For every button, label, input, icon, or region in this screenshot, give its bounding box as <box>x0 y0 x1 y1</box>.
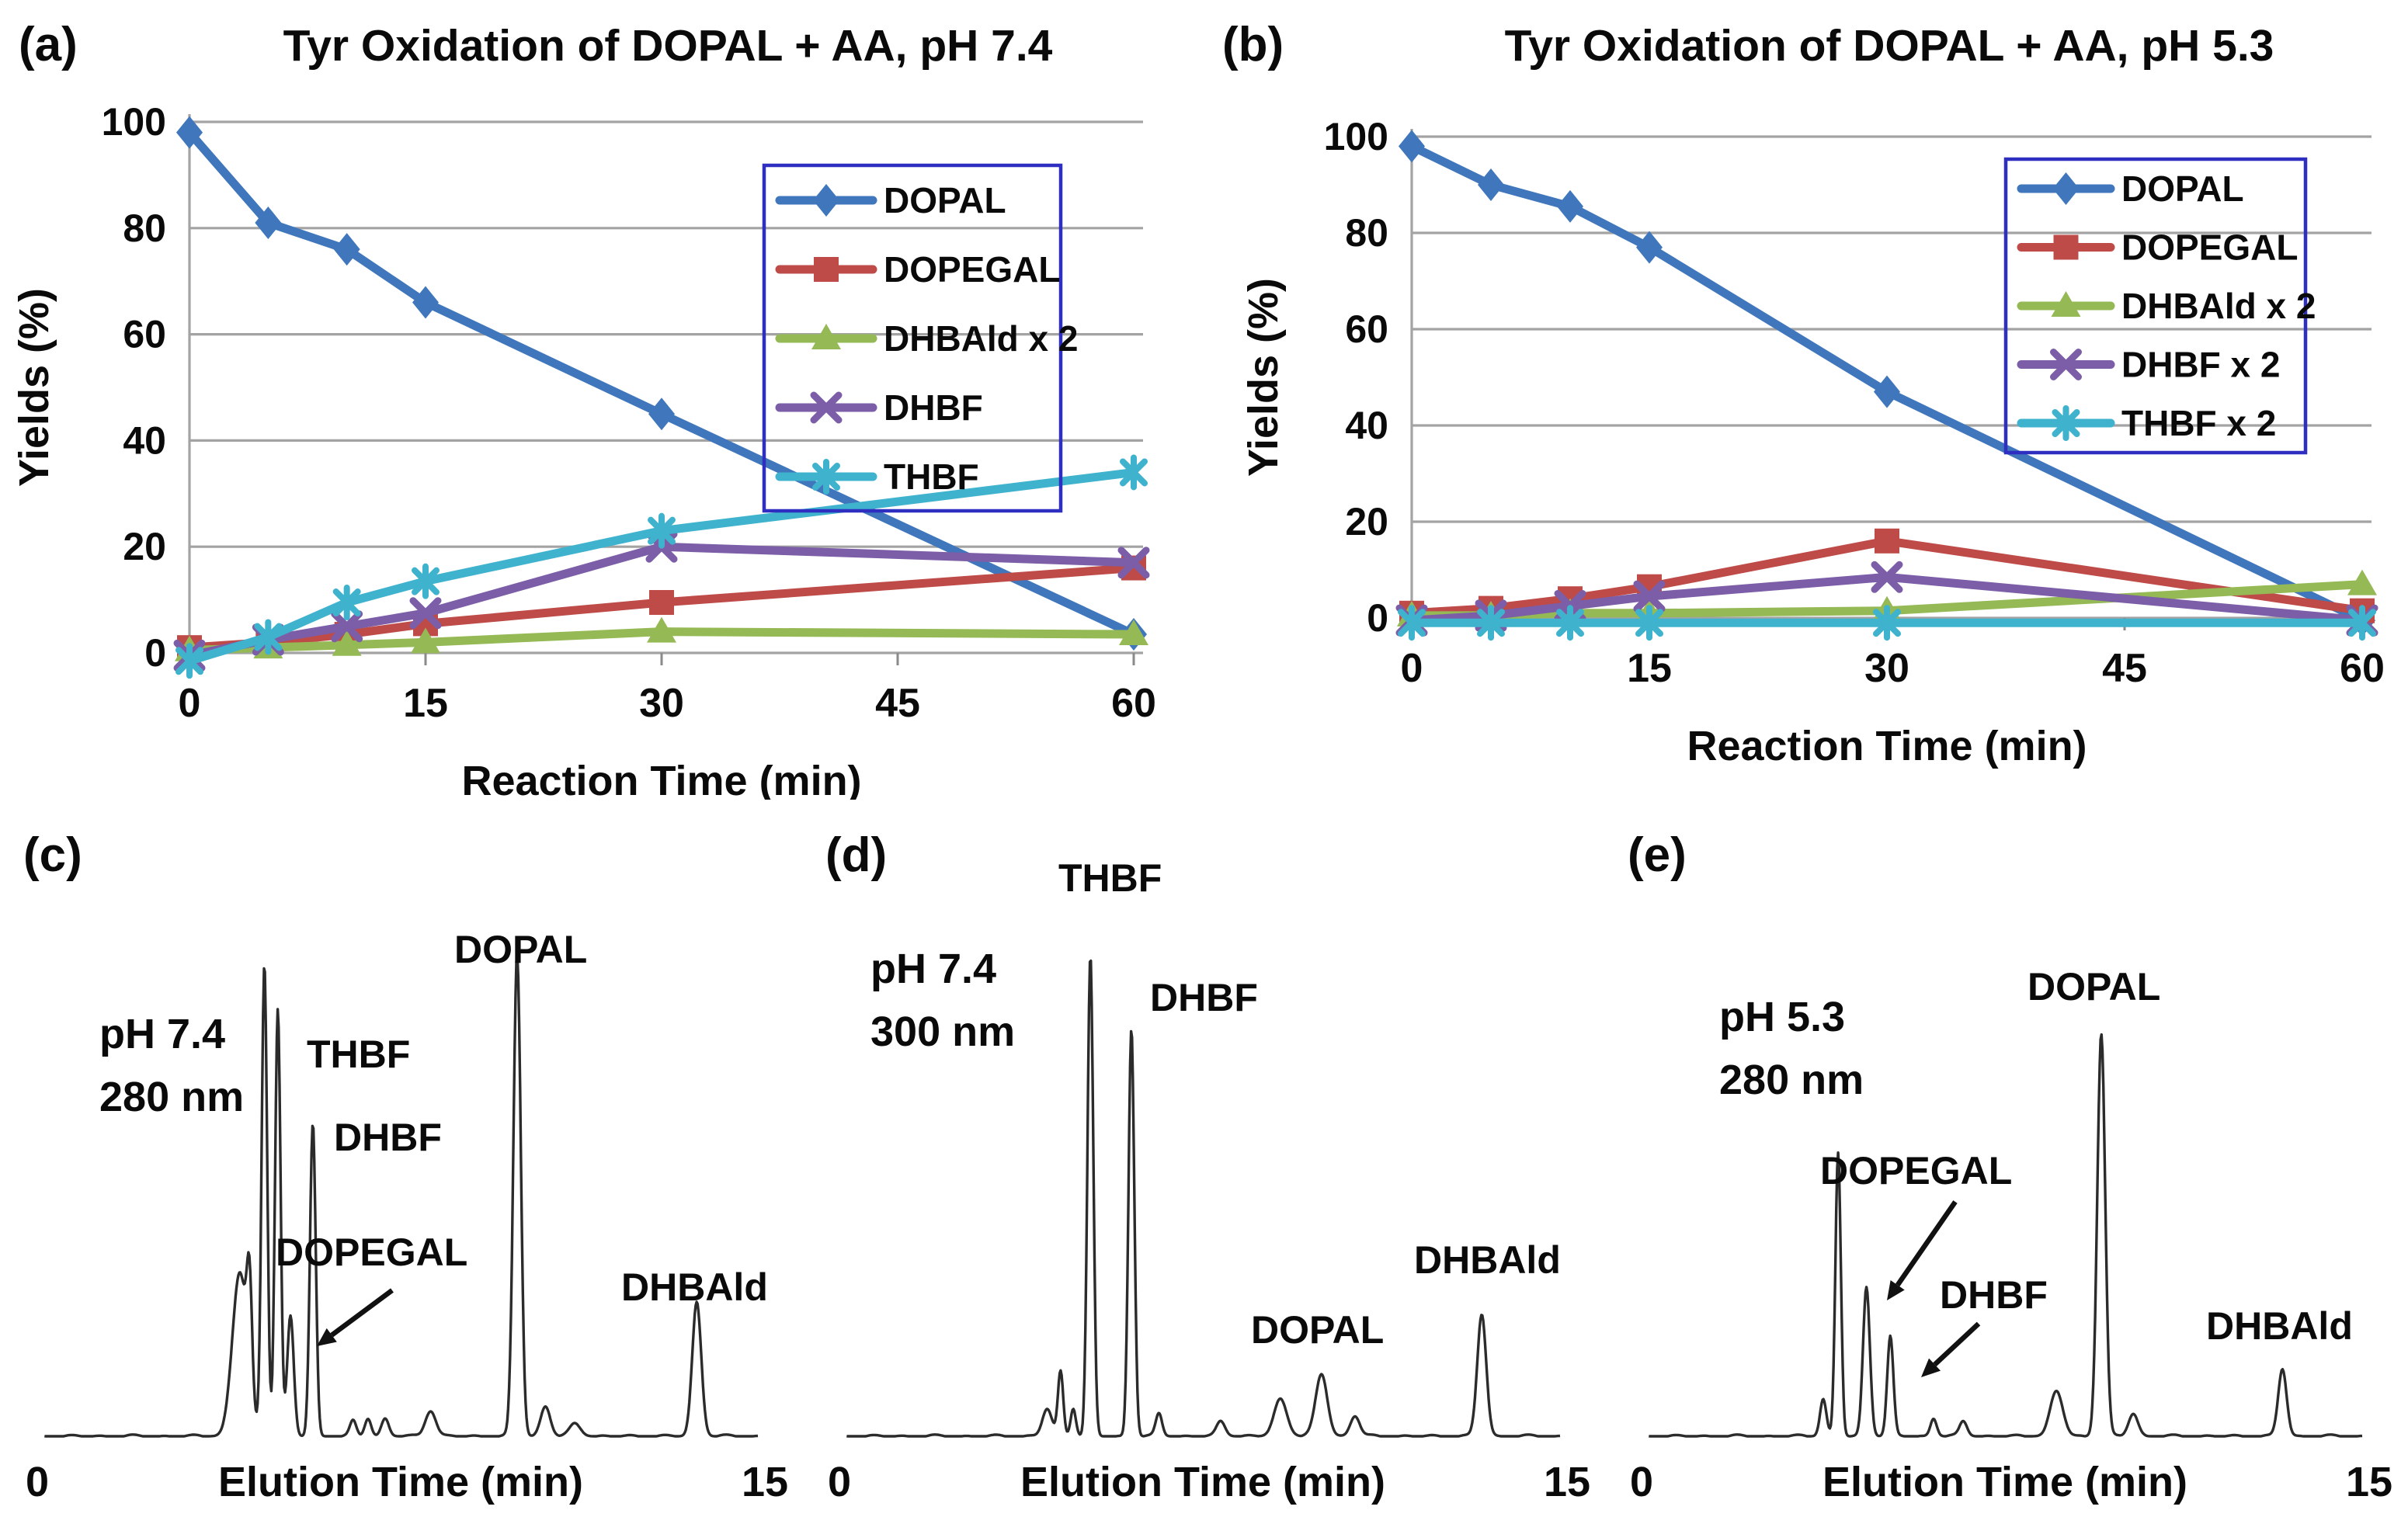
panel-label-a: (a) <box>19 18 78 71</box>
svg-text:15: 15 <box>1544 1459 1590 1505</box>
chromatogram-d: THBF DHBF DOPAL DHBAld 0 Elution Time (min) 15 <box>828 856 1590 1505</box>
chromatogram-c: THBF DHBF DOPEGAL DOPAL DHBAld 0 Elution Time … <box>26 928 788 1505</box>
chromatogram-e: DOPEGAL DHBF DOPAL DHBAld 0 Elution Time (min… <box>1630 965 2392 1505</box>
bottom-row: (c) pH 7.4 280 nm THBF DHBF DOPEGAL DOPAL DH… <box>0 800 2408 1517</box>
svg-text:0: 0 <box>1401 646 1423 691</box>
wavelength-value: 280 nm <box>1719 1057 1864 1103</box>
svg-text:DOPEGAL: DOPEGAL <box>2121 227 2298 268</box>
ph-value: pH 7.4 <box>99 1011 226 1057</box>
svg-text:30: 30 <box>639 681 684 726</box>
svg-text:THBF: THBF <box>1058 856 1162 900</box>
svg-text:60: 60 <box>2340 646 2385 691</box>
svg-text:DOPEGAL: DOPEGAL <box>276 1231 467 1274</box>
svg-text:Reaction Time (min): Reaction Time (min) <box>1687 723 2087 769</box>
svg-text:DHBF: DHBF <box>884 387 983 428</box>
line-chart-a: 0 20 40 60 80 100 0 15 30 45 60 Reaction Time (min)… <box>11 100 1156 800</box>
svg-text:15: 15 <box>403 681 448 726</box>
svg-text:60: 60 <box>1345 307 1388 351</box>
svg-text:THBF: THBF <box>884 456 979 497</box>
panel-c: (c) pH 7.4 280 nm THBF DHBF DOPEGAL DOPAL DH… <box>0 800 802 1517</box>
svg-text:30: 30 <box>1864 646 1909 691</box>
svg-text:0: 0 <box>144 631 166 675</box>
svg-text:40: 40 <box>1345 404 1388 447</box>
svg-text:DHBF: DHBF <box>334 1116 442 1159</box>
panel-label-c: (c) <box>23 828 82 882</box>
svg-text:DHBAld: DHBAld <box>1414 1238 1561 1282</box>
svg-text:DOPAL: DOPAL <box>884 180 1006 220</box>
svg-text:45: 45 <box>2102 646 2147 691</box>
svg-text:DOPEGAL: DOPEGAL <box>1820 1149 2012 1192</box>
svg-text:DHBAld: DHBAld <box>621 1265 768 1309</box>
condition-label-c: pH 7.4 280 nm <box>99 1003 244 1129</box>
svg-text:80: 80 <box>1345 211 1388 255</box>
line-chart-b: 0 20 40 60 80 100 0 15 30 45 60 Reaction Time (min)… <box>1240 115 2385 769</box>
svg-text:Elution Time (min): Elution Time (min) <box>218 1459 583 1505</box>
svg-text:Elution Time (min): Elution Time (min) <box>1020 1459 1385 1505</box>
ph-value: pH 5.3 <box>1719 994 1846 1040</box>
svg-text:20: 20 <box>1345 500 1388 543</box>
svg-text:Yields (%): Yields (%) <box>1240 278 1287 477</box>
svg-text:DOPAL: DOPAL <box>1251 1308 1384 1352</box>
svg-text:Yields (%): Yields (%) <box>11 288 57 487</box>
svg-text:DHBAld: DHBAld <box>2206 1304 2353 1348</box>
chart-title-b: Tyr Oxidation of DOPAL + AA, pH 5.3 <box>1504 21 2274 71</box>
wavelength-value: 280 nm <box>99 1074 245 1120</box>
top-row: (a) Tyr Oxidation of DOPAL + AA, pH 7.4 … <box>0 0 2407 800</box>
svg-text:20: 20 <box>123 525 166 568</box>
svg-text:THBF x 2: THBF x 2 <box>2121 403 2276 443</box>
svg-text:80: 80 <box>123 207 166 250</box>
svg-text:DHBAld x 2: DHBAld x 2 <box>884 318 1078 359</box>
svg-text:15: 15 <box>742 1459 788 1505</box>
condition-label-d: pH 7.4 300 nm <box>870 938 1015 1064</box>
svg-text:DOPEGAL: DOPEGAL <box>884 249 1060 290</box>
svg-text:40: 40 <box>123 418 166 462</box>
svg-text:15: 15 <box>1627 646 1672 691</box>
svg-text:THBF: THBF <box>307 1033 410 1076</box>
svg-text:0: 0 <box>26 1459 49 1505</box>
panel-a: (a) Tyr Oxidation of DOPAL + AA, pH 7.4 … <box>0 0 1204 800</box>
svg-text:Elution Time (min): Elution Time (min) <box>1823 1459 2187 1505</box>
svg-text:100: 100 <box>1324 115 1388 158</box>
svg-text:DHBF: DHBF <box>1150 976 1258 1019</box>
svg-text:Reaction Time (min): Reaction Time (min) <box>461 758 861 800</box>
svg-text:0: 0 <box>179 681 201 726</box>
svg-text:60: 60 <box>1111 681 1156 726</box>
svg-text:DHBF: DHBF <box>1940 1273 2048 1317</box>
svg-text:DOPAL: DOPAL <box>454 928 587 971</box>
svg-text:45: 45 <box>875 681 920 726</box>
panel-d: (d) pH 7.4 300 nm THBF DHBF DOPAL DHBAld 0 El… <box>802 800 1604 1517</box>
ph-value: pH 7.4 <box>870 946 997 992</box>
panel-b: (b) Tyr Oxidation of DOPAL + AA, pH 5.3 … <box>1204 0 2407 800</box>
svg-text:100: 100 <box>102 100 166 144</box>
panel-label-e: (e) <box>1628 828 1687 882</box>
svg-text:DHBF x 2: DHBF x 2 <box>2121 345 2280 385</box>
panel-label-b: (b) <box>1222 18 1284 71</box>
svg-text:0: 0 <box>1630 1459 1653 1505</box>
wavelength-value: 300 nm <box>870 1008 1016 1055</box>
svg-text:0: 0 <box>1367 596 1388 640</box>
svg-text:DHBAld x 2: DHBAld x 2 <box>2121 286 2316 326</box>
svg-text:DOPAL: DOPAL <box>2121 168 2244 209</box>
panel-label-d: (d) <box>825 828 888 882</box>
panel-e: (e) pH 5.3 280 nm DOPEGAL DHBF DOPAL DHBAld… <box>1604 800 2406 1517</box>
chart-title-a: Tyr Oxidation of DOPAL + AA, pH 7.4 <box>283 21 1053 71</box>
svg-text:0: 0 <box>828 1459 851 1505</box>
svg-text:15: 15 <box>2346 1459 2392 1505</box>
condition-label-e: pH 5.3 280 nm <box>1719 986 1864 1112</box>
svg-text:DOPAL: DOPAL <box>2028 965 2160 1008</box>
svg-text:60: 60 <box>123 313 166 356</box>
